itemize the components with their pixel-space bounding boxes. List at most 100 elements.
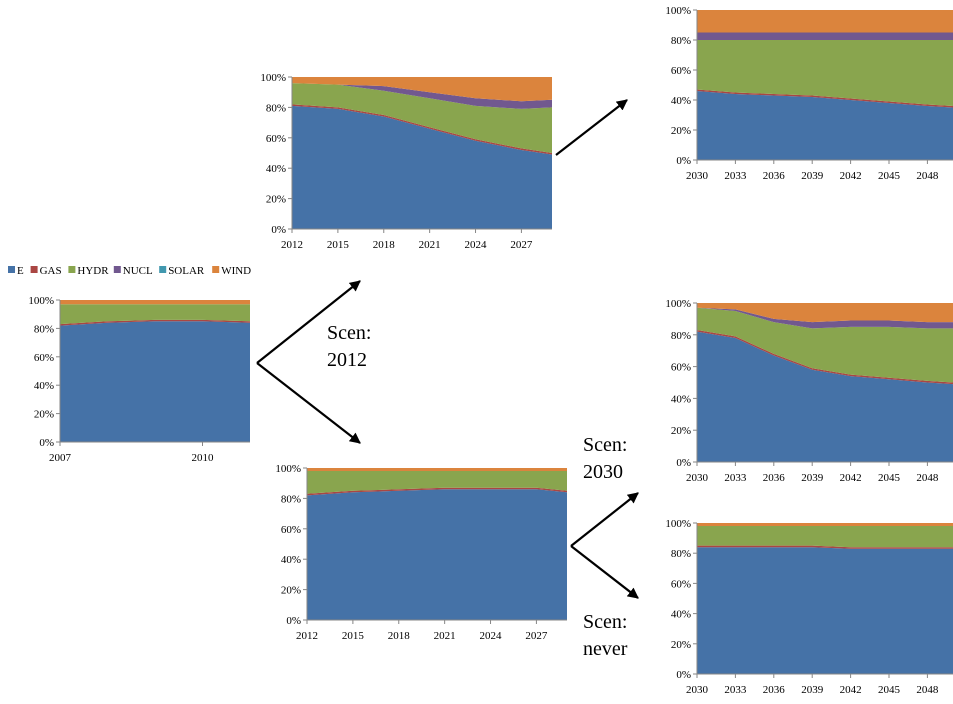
- x-tick-label: 2042: [840, 684, 862, 696]
- legend-swatch: [159, 266, 167, 273]
- legend: E GAS HYDR NUCL SOLAR WIND: [8, 265, 251, 277]
- legend-swatch: [8, 266, 15, 273]
- arrow-to-scen-never: [570, 545, 639, 599]
- area-e: [697, 547, 953, 674]
- area-hydr: [307, 471, 567, 494]
- x-tick-label: 2045: [878, 170, 901, 182]
- legend-item-e: E: [8, 265, 24, 277]
- area-gas: [292, 104, 552, 155]
- legend-swatch: [68, 266, 76, 273]
- scenario-labels: Scen: 2012 Scen: 2030 Scen: never: [327, 322, 628, 660]
- label-line: 2030: [583, 461, 623, 483]
- x-tick-label: 2039: [801, 170, 824, 182]
- y-tick-label: 60%: [671, 362, 691, 374]
- y-tick-label: 0%: [286, 615, 301, 627]
- x-tick-label: 2048: [916, 472, 939, 484]
- y-tick-label: 40%: [266, 163, 286, 175]
- y-tick-label: 80%: [671, 35, 691, 47]
- y-tick-label: 80%: [671, 330, 691, 342]
- y-tick-label: 60%: [34, 352, 54, 364]
- arrow-to-no-scen2012: [256, 362, 361, 444]
- legend-item-nucl: NUCL: [113, 265, 153, 277]
- x-tick-label: 2015: [327, 239, 350, 251]
- x-tick-label: 2042: [840, 472, 862, 484]
- y-tick-label: 0%: [39, 437, 54, 449]
- y-tick-label: 60%: [281, 524, 301, 536]
- x-tick-label: 2027: [510, 239, 533, 251]
- y-tick-label: 0%: [676, 669, 691, 681]
- chart-scen-never-2030-2050: 0% 20% 40% 60% 80% 100% 2030 2033 2036 2039 2042 20…: [665, 518, 953, 696]
- y-tick-label: 0%: [271, 224, 286, 236]
- chart-scen2012-2030-2050: 0% 20% 40% 60% 80% 100% 2030 2033 2036 2039 2042 20…: [665, 5, 953, 182]
- x-tick-label: 2015: [342, 630, 365, 642]
- x-tick-label: 2045: [878, 684, 901, 696]
- area-gas: [697, 330, 953, 385]
- label-line: Scen:: [327, 322, 371, 344]
- y-tick-label: 100%: [665, 298, 691, 310]
- arrow-to-2030-2050-from-2012: [555, 99, 628, 156]
- x-tick-label: 2036: [763, 170, 786, 182]
- area-nucl: [292, 83, 552, 109]
- area-wind: [697, 523, 953, 526]
- legend-swatch: [113, 266, 121, 273]
- x-tick-label: 2018: [388, 630, 411, 642]
- y-tick-label: 20%: [671, 125, 691, 137]
- chart-scen2012-2012-2029: 0% 20% 40% 60% 80% 100% 2012 2015 2018 2021 2024 20…: [260, 72, 552, 251]
- y-tick-label: 100%: [665, 518, 691, 530]
- y-tick-label: 40%: [671, 95, 691, 107]
- area-hydr: [697, 307, 953, 383]
- area-wind: [697, 10, 953, 33]
- x-tick-label: 2018: [373, 239, 396, 251]
- area-wind: [307, 468, 567, 471]
- label-line: never: [583, 638, 628, 660]
- area-wind: [60, 300, 250, 305]
- legend-label: SOLAR: [168, 265, 205, 277]
- y-tick-label: 20%: [34, 409, 54, 421]
- y-tick-label: 0%: [676, 457, 691, 469]
- label-line: 2012: [327, 349, 367, 371]
- area-nucl: [697, 32, 953, 40]
- x-tick-label: 2030: [686, 170, 709, 182]
- area-e: [292, 105, 552, 229]
- chart-historic: 0% 20% 40% 60% 80% 100% 2007 2010: [28, 295, 250, 464]
- label-line: Scen:: [583, 611, 627, 633]
- y-tick-label: 40%: [671, 393, 691, 405]
- y-tick-label: 40%: [281, 554, 301, 566]
- y-tick-label: 100%: [260, 72, 286, 84]
- label-scen-2012: Scen: 2012: [327, 322, 371, 371]
- legend-label: WIND: [221, 265, 251, 277]
- x-tick-label: 2021: [419, 239, 441, 251]
- y-tick-label: 60%: [671, 65, 691, 77]
- x-tick-label: 2033: [724, 684, 747, 696]
- area-wind: [292, 77, 552, 102]
- legend-label: NUCL: [123, 265, 153, 277]
- area-e: [697, 91, 953, 160]
- area-hydr: [697, 526, 953, 548]
- y-tick-label: 100%: [275, 463, 301, 475]
- charts: 0% 20% 40% 60% 80% 100% 2007 2010 0% 20% 40% 60% 80%…: [28, 5, 953, 696]
- legend-label: E: [17, 265, 24, 277]
- label-scen-never: Scen: never: [583, 611, 628, 660]
- x-tick-label: 2036: [763, 472, 786, 484]
- area-nucl: [697, 307, 953, 329]
- area-hydr: [292, 83, 552, 153]
- legend-label: HYDR: [77, 265, 109, 277]
- area-e: [697, 331, 953, 462]
- chart-scen-no2012-2012-2029: 0% 20% 40% 60% 80% 100% 2012 2015 2018 2021 2024 20…: [275, 463, 567, 642]
- y-tick-label: 20%: [671, 425, 691, 437]
- x-tick-label: 2027: [525, 630, 548, 642]
- y-tick-label: 80%: [281, 493, 301, 505]
- legend-swatch: [30, 266, 38, 273]
- arrow-to-scen2012: [256, 280, 361, 364]
- area-hydr: [697, 40, 953, 106]
- area-gas: [60, 319, 250, 326]
- area-gas: [697, 89, 953, 108]
- x-tick-label: 2030: [686, 472, 709, 484]
- x-tick-label: 2024: [465, 239, 488, 251]
- y-tick-label: 20%: [281, 585, 301, 597]
- y-tick-label: 100%: [28, 295, 54, 307]
- legend-item-gas: GAS: [30, 265, 62, 277]
- y-tick-label: 40%: [34, 380, 54, 392]
- label-scen-2030: Scen: 2030: [583, 434, 627, 483]
